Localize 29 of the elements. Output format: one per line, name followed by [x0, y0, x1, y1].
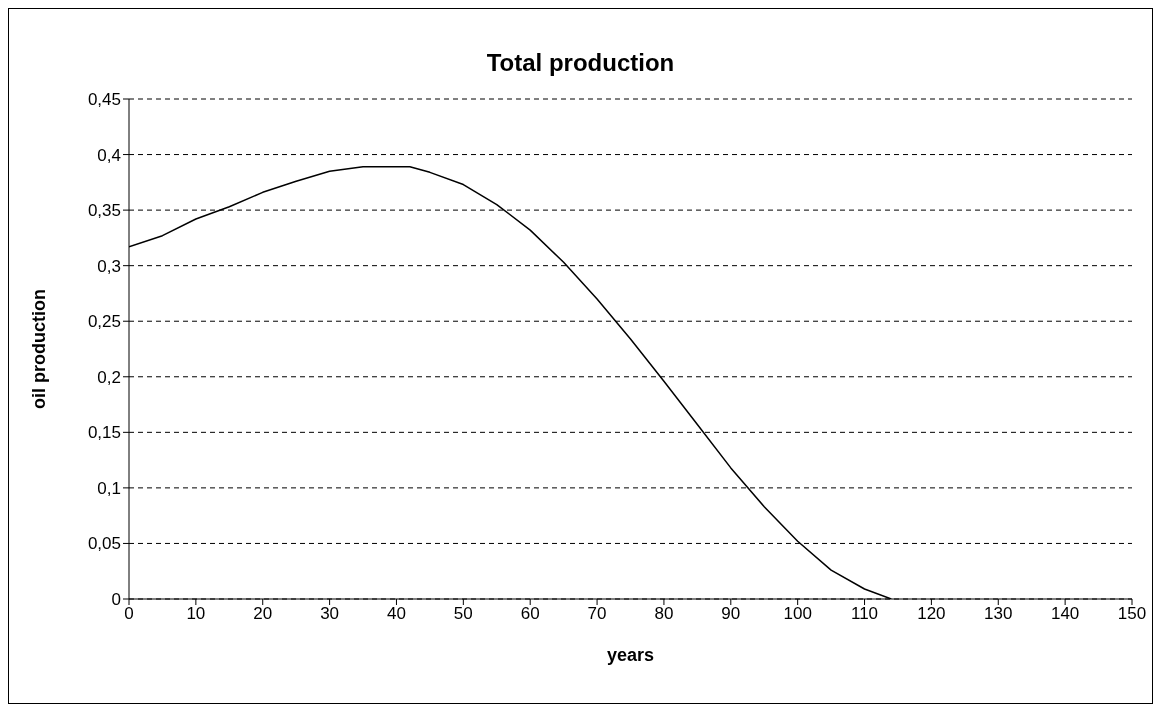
x-tick-label: 110	[850, 604, 879, 624]
y-tick-label: 0,25	[87, 312, 121, 332]
x-tick-label: 50	[453, 604, 473, 624]
x-tick-label: 100	[783, 604, 812, 624]
y-tick-label: 0,2	[97, 367, 121, 387]
x-tick-label: 150	[1117, 604, 1147, 624]
x-tick-label: 0	[124, 604, 134, 624]
x-tick-label: 20	[253, 604, 273, 624]
x-tick-label: 60	[520, 604, 540, 624]
x-tick-label: 30	[320, 604, 340, 624]
x-tick-label: 90	[721, 604, 741, 624]
y-tick-label: 0,15	[87, 423, 121, 443]
y-tick-label: 0,35	[87, 201, 121, 221]
y-tick-label: 0,4	[97, 145, 121, 165]
y-tick-label: 0,05	[87, 534, 121, 554]
y-tick-label: 0,1	[97, 478, 121, 498]
x-tick-label: 130	[984, 604, 1013, 624]
chart-title: Total production	[485, 49, 676, 78]
y-tick-label: 0	[111, 590, 121, 610]
x-tick-label: 80	[654, 604, 674, 624]
x-axis-title: years	[606, 645, 655, 665]
y-tick-label: 0,45	[87, 90, 121, 110]
y-tick-label: 0,3	[97, 256, 121, 276]
x-tick-label: 70	[587, 604, 607, 624]
x-tick-label: 40	[387, 604, 406, 624]
x-tick-label: 120	[917, 604, 946, 624]
x-tick-label: 140	[1050, 604, 1080, 624]
y-axis-title: oil production	[29, 289, 50, 409]
x-tick-label: 10	[186, 604, 206, 624]
